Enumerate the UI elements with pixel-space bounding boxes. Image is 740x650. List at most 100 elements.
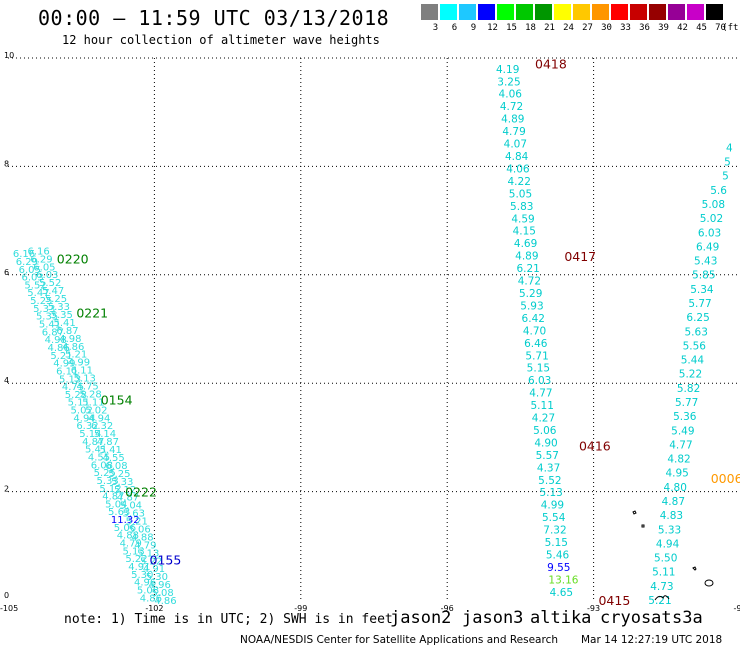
page-title: 00:00 — 11:59 UTC 03/13/2018 xyxy=(38,6,390,30)
track-value-label: 5.14 xyxy=(94,429,116,440)
legend-swatch-30 xyxy=(592,4,609,20)
track-value-label: 4.15 xyxy=(513,226,536,238)
track-value-label: 6.11 xyxy=(71,366,93,377)
track-value-label: 5.77 xyxy=(688,298,711,310)
track-value-label: 5.02 xyxy=(71,406,93,417)
track-value-label: 5.93 xyxy=(520,300,543,312)
track-value-label: 6.87 xyxy=(42,327,64,338)
track-value-label: 5.13 xyxy=(59,374,81,385)
track-value-label: 4.94 xyxy=(73,413,95,424)
track-value-label: 4.27 xyxy=(532,413,555,425)
track-value-label: 6.05 xyxy=(19,265,41,276)
track-value-label: 6.03 xyxy=(528,375,551,387)
track-value-label: 5.33 xyxy=(33,304,55,315)
track-value-label: 5.35 xyxy=(51,310,73,321)
track-value-label: 4.96 xyxy=(149,580,171,591)
track-value-label: 5.54 xyxy=(542,512,566,524)
track-value-label: 6.11 xyxy=(56,366,78,377)
track-value-label: 4.55 xyxy=(88,452,110,463)
track-value-label: 4.89 xyxy=(515,251,538,263)
track-value-label: 4 xyxy=(726,142,733,154)
legend-swatch-27 xyxy=(573,4,590,20)
track-value-label: 6.32 xyxy=(91,421,113,432)
track-value-label: 5.52 xyxy=(538,475,561,487)
track-value-label: 6.25 xyxy=(686,312,709,324)
satellite-s3a: s3a xyxy=(672,608,703,628)
track-value-label: 5.11 xyxy=(652,567,675,579)
track-value-label: 5.33 xyxy=(97,476,119,487)
track-value-label: 4.98 xyxy=(45,335,67,346)
y-tick-label: 4 xyxy=(4,376,9,385)
track-value-label: 5.33 xyxy=(658,524,681,536)
legend-swatch-12 xyxy=(478,4,495,20)
track-value-label: 4.77 xyxy=(669,439,692,451)
island-outline xyxy=(632,510,637,515)
track-value-label: 5.52 xyxy=(39,278,61,289)
x-tick-label: -93 xyxy=(587,604,600,613)
island-outline xyxy=(692,566,697,571)
legend-level-label: 18 xyxy=(525,23,536,33)
track-value-label: 4.72 xyxy=(518,276,541,288)
track-value-label: 4.86 xyxy=(154,596,176,607)
x-tick-label: -102 xyxy=(145,604,163,613)
track-value-label: 4.79 xyxy=(502,126,525,138)
pass-time-label: 0222 xyxy=(125,485,157,500)
track-value-label: 5.22 xyxy=(679,369,702,381)
track-value-label: 5.33 xyxy=(48,302,70,313)
track-value-label: 5.44 xyxy=(681,355,705,367)
track-value-label: 4.72 xyxy=(500,101,523,113)
legend-level-label: 21 xyxy=(544,23,555,33)
legend-level-label: 9 xyxy=(470,23,477,33)
track-value-label: 6.42 xyxy=(522,313,545,325)
legend-swatch-42 xyxy=(668,4,685,20)
track-value-label: 5.41 xyxy=(53,318,75,329)
island-outline xyxy=(704,579,714,587)
track-value-label: 5.83 xyxy=(510,201,533,213)
legend-level-label: 45 xyxy=(696,23,707,33)
track-value-label: 5.28 xyxy=(79,389,101,400)
legend-swatch-33 xyxy=(611,4,628,20)
track-value-label: 4.87 xyxy=(97,437,119,448)
track-value-label: 5.11 xyxy=(68,398,90,409)
track-value-label: 5.50 xyxy=(654,553,677,565)
track-value-label: 5.36 xyxy=(673,411,697,423)
track-value-label: 4.07 xyxy=(504,139,527,151)
legend-swatch-24 xyxy=(554,4,571,20)
track-value-label: 5.33 xyxy=(111,477,133,488)
satellite-jason2: jason2 xyxy=(390,608,452,628)
track-value-label: 5.30 xyxy=(146,572,168,583)
track-value-label: 4.86 xyxy=(62,342,84,353)
track-value-label: 6.16 xyxy=(13,249,35,260)
track-value-label: 6.46 xyxy=(524,338,548,350)
x-tick-label: -99 xyxy=(294,604,307,613)
legend-level-label: 39 xyxy=(658,23,669,33)
track-value-label: 4.84 xyxy=(505,151,529,163)
footer-timestamp: Mar 14 12:27:19 UTC 2018 xyxy=(581,634,723,646)
track-value-label: 4.87 xyxy=(102,492,124,503)
track-value-label: 5.22 xyxy=(125,554,147,565)
track-value-label: 4.75 xyxy=(77,381,99,392)
pass-time-label: 0418 xyxy=(535,56,567,71)
legend-level-label: 33 xyxy=(620,23,631,33)
track-value-label: 5.21 xyxy=(126,517,148,528)
track-value-label: 5.41 xyxy=(39,320,61,331)
track-value-label: 5.47 xyxy=(42,286,64,297)
track-value-label: 5.85 xyxy=(692,270,715,282)
legend-swatch-21 xyxy=(535,4,552,20)
track-value-label: 4.88 xyxy=(117,531,139,542)
track-value-label: 5.41 xyxy=(85,445,107,456)
track-value-label: 5.25 xyxy=(94,468,116,479)
track-value-label: 4.91 xyxy=(128,562,150,573)
track-value-label: 5 xyxy=(722,171,729,183)
track-value-label: 5.02 xyxy=(85,405,107,416)
track-value-label: 4.90 xyxy=(534,437,557,449)
y-tick-label: 10 xyxy=(4,51,14,60)
track-value-label: 5.34 xyxy=(690,284,714,296)
track-value-label: 5.15 xyxy=(527,363,550,375)
track-value-label: 5.13 xyxy=(137,548,159,559)
y-tick-label: 0 xyxy=(4,591,9,600)
track-value-label: 6.03 xyxy=(22,273,44,284)
track-value-label: 4.99 xyxy=(53,359,75,370)
track-value-label: 4.95 xyxy=(665,468,688,480)
